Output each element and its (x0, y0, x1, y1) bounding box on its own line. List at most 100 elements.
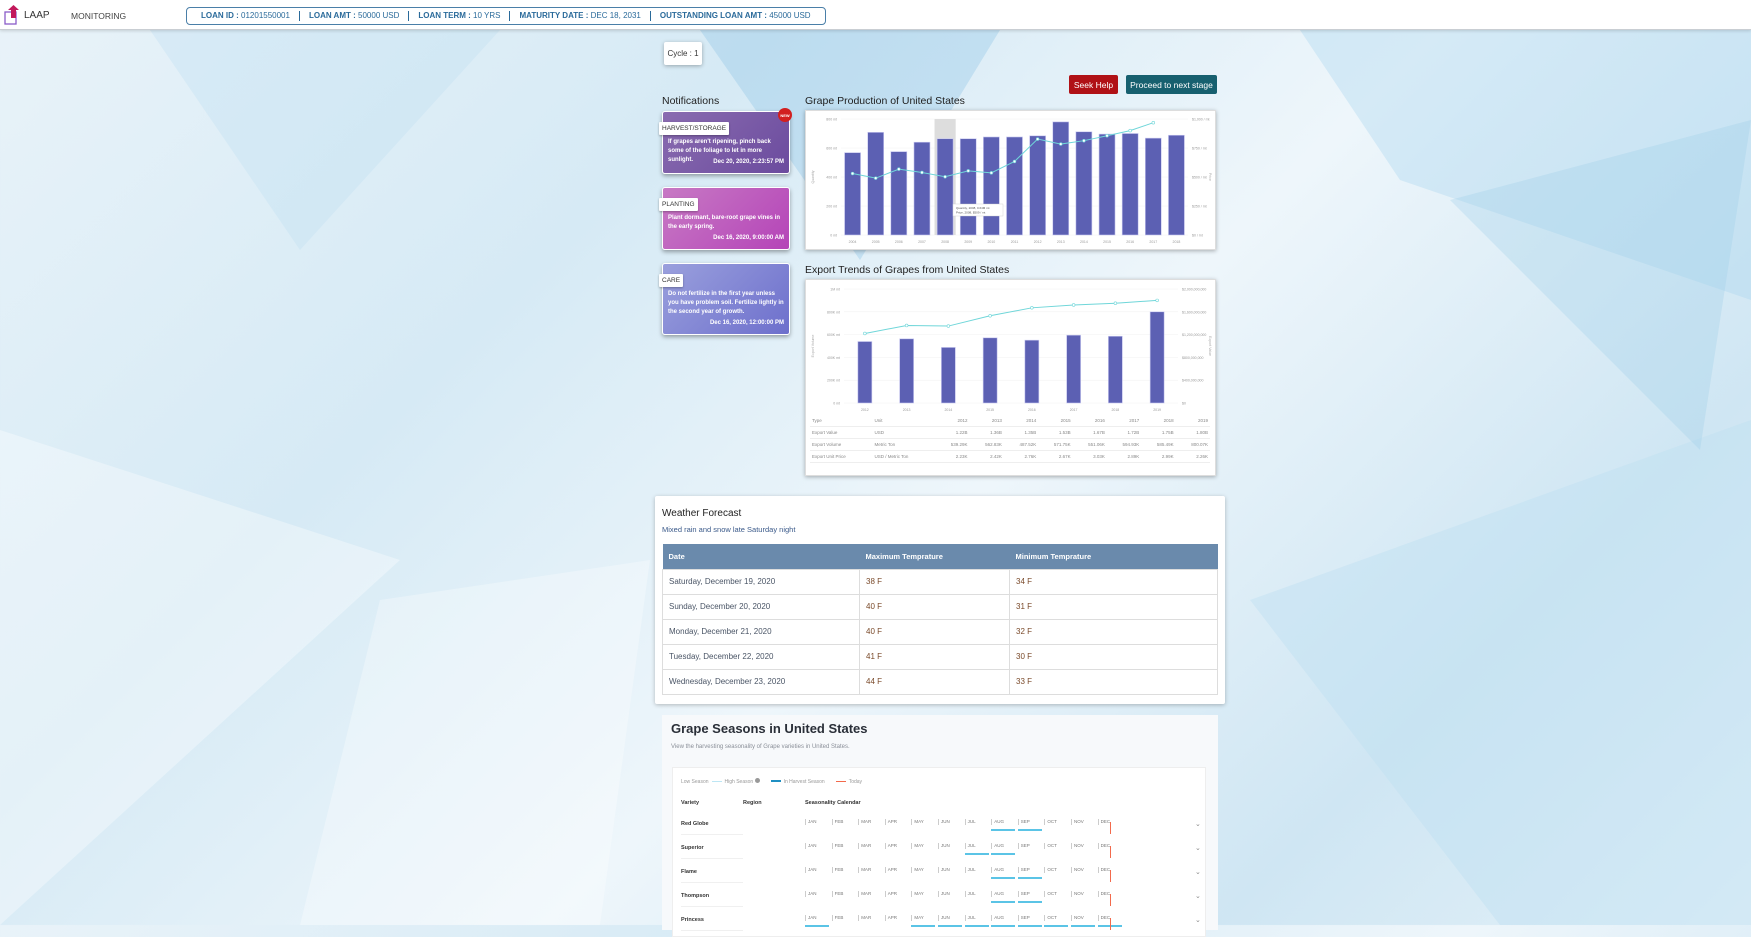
month-label: SEP (1017, 867, 1044, 873)
harvest-bar (991, 901, 1016, 903)
notification-text: Plant dormant, bare-root grape vines in … (668, 215, 781, 230)
x-tick-label: 2007 (918, 240, 926, 244)
table-row: Export Value USD 1.22B 1.36B 1.35B 1.53B 1.67B… (810, 426, 1210, 439)
line-point (904, 323, 909, 328)
month-label: JAN (805, 819, 831, 825)
month-label: AUG (991, 819, 1017, 825)
new-badge: NEW (778, 108, 792, 122)
notification-date: Dec 16, 2020, 12:00:00 PM (709, 320, 784, 326)
table-cell: 800.07K (1175, 438, 1210, 451)
chevron-down-icon[interactable]: ⌄ (1195, 893, 1201, 900)
month-label: JUN (938, 891, 964, 897)
month-label: AUG (991, 891, 1017, 897)
variety-name: Flame (681, 869, 697, 875)
x-tick-label: 2018 (1173, 240, 1181, 244)
line-point (1128, 128, 1132, 133)
top-bar: LAAP MONITORING LOAN ID : 01201550001 LOA… (0, 0, 1751, 30)
month-label: JUL (964, 915, 991, 921)
table-header-cell: 2012 (935, 415, 970, 427)
weather-cell: 33 F (1009, 668, 1218, 695)
table-cell: 1.35B (1003, 426, 1039, 439)
notification-tag: PLANTING (659, 198, 698, 211)
line-series-price (864, 299, 1158, 334)
grape-seasons-section: Grape Seasons in United States View the … (662, 715, 1218, 937)
month-label: OCT (1044, 843, 1070, 849)
cycle-indicator: Cycle : 1 (664, 42, 702, 65)
bar-2014 (1075, 131, 1093, 236)
harvest-bar (805, 925, 829, 927)
table-row: Export Unit Price USD / Metric Ton 2.23K 2.… (810, 450, 1210, 463)
col-variety: Variety (681, 800, 700, 806)
month-label: JAN (805, 915, 831, 921)
nav-monitoring[interactable]: MONITORING (71, 11, 127, 21)
notification-card[interactable]: PLANTING Plant dormant, bare-root grape v… (659, 187, 790, 250)
loan-field-value: 10 YRS (473, 11, 501, 20)
table-header-cell: 2019 (1175, 415, 1210, 427)
month-label: DEC (1097, 867, 1124, 873)
variety-row[interactable]: Thompson JAN FEB MAR APR MAY JUN JUL AUG SEP OCT NO… (673, 884, 1207, 908)
y-tick-label: 600K mt (827, 333, 840, 337)
table-cell: 1.36B (969, 426, 1004, 439)
bar-2015 (982, 337, 998, 404)
today-marker (1109, 822, 1111, 834)
variety-name: Princess (681, 917, 704, 923)
proceed-next-stage-button[interactable]: Proceed to next stage (1126, 75, 1217, 94)
line-point (920, 170, 924, 175)
y-tick-label: 200K mt (827, 379, 840, 383)
table-cell: 551.06K (1072, 438, 1107, 451)
month-label: MAY (911, 891, 937, 897)
loan-field-value: DEC 18, 2031 (590, 11, 641, 20)
x-tick-label: 2012 (861, 408, 869, 412)
x-tick-label: 2016 (1126, 240, 1134, 244)
bar-2018 (1168, 134, 1185, 236)
weather-row: Sunday, December 20, 2020 40 F 31 F (662, 593, 1218, 620)
table-cell: 1.75B (1141, 426, 1176, 439)
bar-2019 (1149, 311, 1165, 404)
notification-card[interactable]: HARVEST/STORAGE If grapes aren't ripening… (659, 108, 792, 174)
row-divider (681, 882, 743, 883)
line-point (873, 176, 878, 180)
notification-card[interactable]: CARE Do not fertilize in the first year u… (659, 263, 790, 335)
chevron-down-icon[interactable]: ⌄ (1195, 845, 1201, 852)
month-label: MAY (911, 843, 937, 849)
table-cell: Metric Ton (872, 438, 936, 451)
table-header-cell: Type (810, 415, 873, 427)
y-tick-label: 800K mt (827, 310, 840, 314)
variety-row[interactable]: Princess JAN FEB MAR APR MAY JUN JUL AUG SEP OCT NO… (673, 908, 1207, 932)
month-label: JUN (938, 867, 964, 873)
weather-summary: Mixed rain and snow late Saturday night (662, 525, 796, 534)
y-tick-label: 800 mt (826, 118, 837, 122)
month-label: NOV (1071, 867, 1097, 873)
loan-field-value: 45000 USD (769, 11, 811, 20)
table-cell: USD / Metric Ton (872, 450, 936, 463)
weather-cell: Saturday, December 19, 2020 (662, 568, 860, 595)
loan-field: MATURITY DATE : DEC 18, 2031 (509, 11, 649, 21)
chevron-down-icon[interactable]: ⌄ (1195, 869, 1201, 876)
month-label: OCT (1044, 819, 1070, 825)
table-cell: 3.03K (1072, 450, 1107, 463)
y2-tick-label: $800,000,000 (1182, 356, 1203, 360)
brand-name[interactable]: LAAP (24, 10, 50, 21)
info-icon[interactable] (754, 778, 760, 783)
x-tick-label: 2004 (849, 240, 857, 244)
variety-row[interactable]: Flame JAN FEB MAR APR MAY JUN JUL AUG SEP OCT NOV DE… (673, 860, 1207, 884)
y-tick-label: 600 mt (826, 147, 837, 151)
chevron-down-icon[interactable]: ⌄ (1195, 821, 1201, 828)
variety-row[interactable]: Red Globe JAN FEB MAR APR MAY JUN JUL AUG SEP OCT N… (673, 812, 1207, 836)
month-label: AUG (991, 867, 1017, 873)
weather-cell: Tuesday, December 22, 2020 (662, 643, 860, 670)
seek-help-button[interactable]: Seek Help (1069, 75, 1118, 94)
chevron-down-icon[interactable]: ⌄ (1195, 917, 1201, 924)
variety-row[interactable]: Superior JAN FEB MAR APR MAY JUN JUL AUG SEP OCT NO… (673, 836, 1207, 860)
table-header-cell: 2017 (1106, 415, 1142, 427)
y-axis-label: Quantity (811, 170, 815, 183)
month-label: NOV (1071, 843, 1097, 849)
month-label: NOV (1071, 891, 1097, 897)
month-label: FEB (831, 843, 858, 849)
bar-2005 (867, 132, 885, 236)
weather-row: Monday, December 21, 2020 40 F 32 F (662, 618, 1218, 645)
table-cell: Export Unit Price (810, 450, 873, 463)
month-label: NOV (1071, 819, 1097, 825)
variety-name: Thompson (681, 893, 710, 899)
